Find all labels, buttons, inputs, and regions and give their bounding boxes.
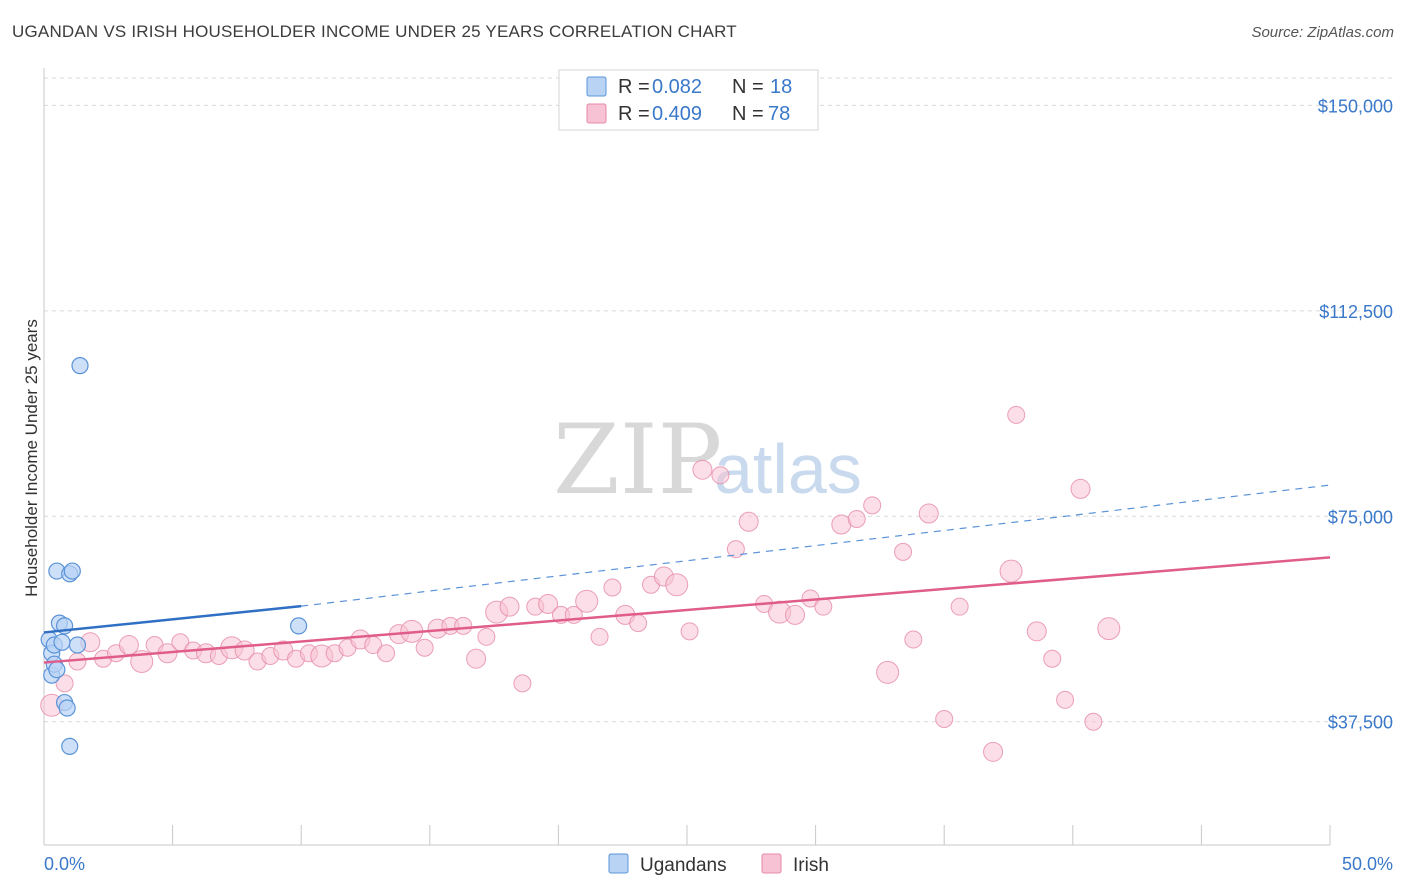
axes [43, 68, 1331, 846]
legend-ugandan-swatch [586, 76, 607, 97]
irish-point [603, 578, 622, 597]
legend-irish-r-label: R = [618, 103, 650, 125]
irish-point [466, 648, 487, 669]
irish-point [1007, 405, 1026, 424]
irish-point [726, 540, 745, 559]
y-tick-label-1: $75,000 [1328, 507, 1393, 527]
irish-point [950, 597, 969, 616]
irish-point [1056, 690, 1075, 709]
legend-ugandan-r-label: R = [618, 76, 650, 98]
irish-point [1084, 712, 1103, 731]
irish-point [499, 596, 520, 617]
irish-point [863, 496, 882, 515]
ugandan-point [61, 737, 79, 755]
chart-title: UGANDAN VS IRISH HOUSEHOLDER INCOME UNDE… [12, 22, 737, 41]
ugandan-point [53, 633, 71, 651]
irish-point [590, 627, 609, 646]
irish-point [118, 635, 139, 656]
legend-irish-r-value: 0.409 [652, 103, 702, 125]
irish-point [999, 559, 1023, 583]
irish-point [1026, 621, 1047, 642]
irish-point [904, 630, 923, 649]
irish-point [377, 644, 396, 663]
ugandan-point [48, 661, 66, 679]
ugandan-point [68, 636, 87, 654]
y-tick-label-3: $150,000 [1318, 96, 1393, 116]
legend-ugandan-n-value: 18 [770, 76, 792, 98]
x-tick-min: 0.0% [44, 854, 85, 874]
irish-trend-line [43, 556, 1331, 664]
bottom-legend: Ugandans Irish [608, 853, 829, 876]
bottom-legend-ugandan-swatch [608, 853, 629, 874]
irish-point [1043, 649, 1062, 668]
irish-point [935, 709, 954, 728]
irish-point [711, 466, 730, 485]
ugandan-trend-line [43, 604, 302, 634]
legend-ugandan-n-label: N = [732, 76, 764, 98]
irish-point [454, 616, 473, 635]
irish-point [477, 627, 496, 646]
irish-point [665, 573, 689, 597]
watermark-atlas: atlas [714, 430, 862, 508]
irish-point [692, 459, 713, 480]
bottom-legend-irish-swatch [761, 853, 782, 874]
bottom-legend-ugandan-label: Ugandans [640, 855, 727, 876]
irish-point [629, 614, 648, 633]
irish-point [814, 597, 833, 616]
irish-point [415, 638, 434, 657]
ugandan-trend-extension [301, 484, 1331, 607]
x-tick-max: 50.0% [1342, 854, 1393, 874]
irish-point [680, 622, 699, 641]
ugandan-point [58, 699, 76, 717]
irish-point [918, 503, 939, 524]
legend-irish-swatch [586, 103, 607, 124]
source-label: Source: ZipAtlas.com [1251, 24, 1394, 41]
legend-irish-n-value: 78 [768, 103, 790, 125]
ugandan-point [290, 617, 308, 635]
trend-lines [43, 484, 1331, 664]
bottom-legend-irish-label: Irish [793, 855, 829, 876]
watermark-zip: ZIP [553, 404, 722, 516]
irish-point [513, 674, 532, 693]
irish-point [1097, 617, 1121, 641]
gridlines [44, 77, 1393, 723]
irish-point [847, 510, 866, 529]
y-tick-label-2: $112,500 [1319, 302, 1393, 322]
ugandan-series [40, 357, 308, 755]
y-axis-label: Householder Income Under 25 years [22, 319, 41, 597]
y-tick-labels: $37,500 $75,000 $112,500 $150,000 [1318, 96, 1393, 732]
irish-point [575, 589, 599, 613]
irish-point [538, 593, 559, 614]
y-tick-label-0: $37,500 [1328, 713, 1393, 733]
irish-point [55, 674, 74, 693]
irish-point [876, 660, 900, 684]
irish-point [983, 741, 1004, 762]
irish-series [40, 405, 1121, 762]
irish-point [1070, 478, 1091, 499]
irish-point [738, 511, 759, 532]
irish-point [785, 604, 806, 625]
legend-box: R = 0.082 N = 18 R = 0.409 N = 78 [558, 69, 819, 131]
legend-ugandan-r-value: 0.082 [652, 76, 702, 98]
irish-point [894, 542, 913, 561]
ugandan-point [71, 357, 89, 375]
ugandan-point [63, 562, 81, 580]
legend-irish-n-label: N = [732, 103, 764, 125]
